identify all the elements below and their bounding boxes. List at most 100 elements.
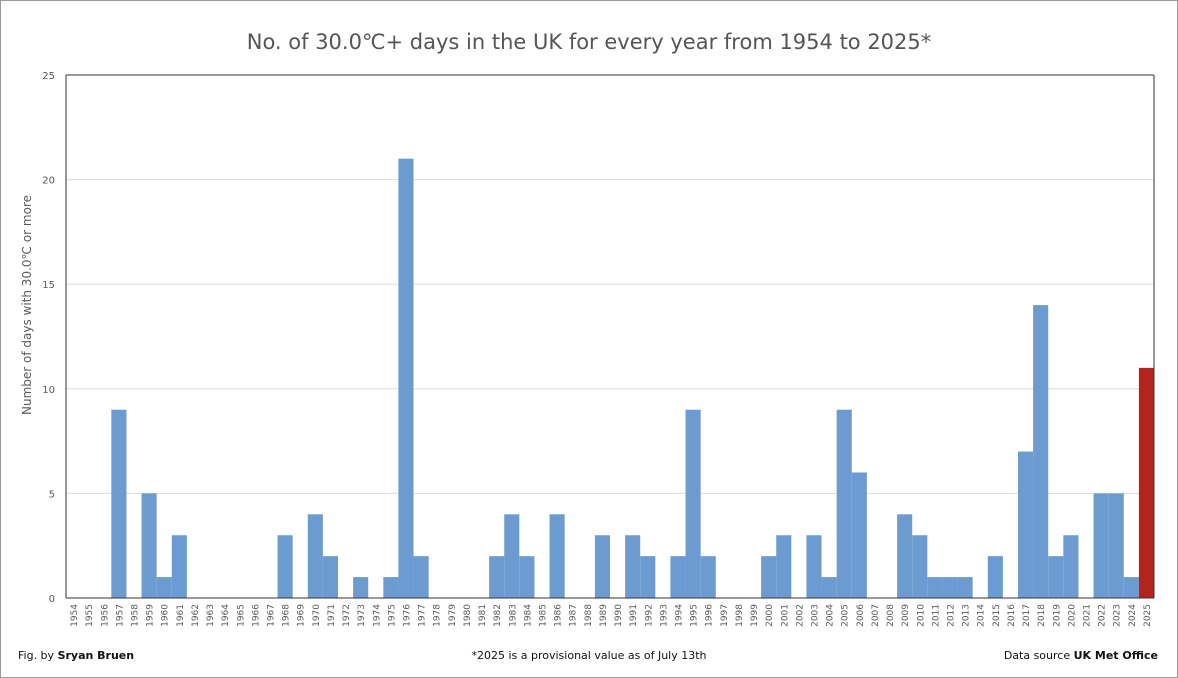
x-tick-label: 1967 bbox=[267, 604, 277, 627]
x-tick-label: 1954 bbox=[70, 604, 80, 627]
x-tick-label: 2021 bbox=[1083, 604, 1093, 627]
x-tick-label: 1958 bbox=[131, 604, 141, 627]
x-tick-label: 2012 bbox=[947, 604, 957, 627]
bar-2011 bbox=[927, 577, 943, 598]
y-axis-label: Number of days with 30.0℃ or more bbox=[20, 195, 34, 415]
x-tick-label: 1959 bbox=[146, 604, 156, 627]
y-tick-label: 5 bbox=[49, 489, 55, 500]
bar-2006 bbox=[851, 472, 867, 598]
x-tick-label: 1969 bbox=[297, 604, 307, 627]
bar-2022 bbox=[1093, 493, 1109, 598]
x-tick-label: 2022 bbox=[1098, 604, 1108, 627]
bar-2025 bbox=[1138, 367, 1154, 598]
bar-1973 bbox=[353, 577, 369, 598]
credit-prefix: Fig. by bbox=[18, 649, 55, 662]
x-tick-label: 2019 bbox=[1052, 604, 1062, 627]
x-tick-label: 1977 bbox=[418, 604, 428, 627]
bar-1971 bbox=[322, 556, 338, 598]
x-tick-label: 1964 bbox=[221, 604, 231, 627]
x-tick-label: 2004 bbox=[826, 604, 836, 627]
source-name: UK Met Office bbox=[1073, 649, 1158, 662]
x-tick-label: 2017 bbox=[1022, 604, 1032, 627]
bar-1995 bbox=[685, 409, 701, 598]
gridlines bbox=[66, 74, 1154, 494]
x-tick-label: 1993 bbox=[659, 604, 669, 627]
x-tick-label: 1966 bbox=[251, 604, 261, 627]
x-tick-label: 2018 bbox=[1037, 604, 1047, 627]
bar-2012 bbox=[942, 577, 958, 598]
x-tick-label: 2003 bbox=[811, 604, 821, 627]
x-tick-label: 2015 bbox=[992, 604, 1002, 627]
bar-1976 bbox=[398, 158, 414, 598]
x-tick-label: 2025 bbox=[1143, 604, 1153, 627]
bar-1960 bbox=[156, 577, 172, 598]
bar-1992 bbox=[640, 556, 656, 598]
x-tick-label: 1989 bbox=[599, 604, 609, 627]
bars bbox=[111, 158, 1154, 598]
bar-2004 bbox=[821, 577, 837, 598]
x-tick-label: 1983 bbox=[508, 604, 518, 627]
bar-2005 bbox=[836, 409, 852, 598]
x-tick-label: 2000 bbox=[765, 604, 775, 627]
bar-1968 bbox=[277, 535, 293, 598]
x-tick-label: 2013 bbox=[962, 604, 972, 627]
bar-2001 bbox=[776, 535, 792, 598]
x-tick-label: 2007 bbox=[871, 604, 881, 627]
x-tick-label: 1968 bbox=[282, 604, 292, 627]
x-tick-label: 1962 bbox=[191, 604, 201, 627]
x-tick-label: 2001 bbox=[780, 604, 790, 627]
bar-2024 bbox=[1123, 577, 1139, 598]
x-tick-label: 2010 bbox=[916, 604, 926, 627]
bar-2020 bbox=[1063, 535, 1079, 598]
x-tick-label: 1996 bbox=[705, 604, 715, 627]
x-tick-label: 1970 bbox=[312, 604, 322, 627]
x-tick-label: 2002 bbox=[795, 604, 805, 627]
x-tick-label: 2024 bbox=[1128, 604, 1138, 627]
bar-1994 bbox=[670, 556, 686, 598]
x-tick-label: 2009 bbox=[901, 604, 911, 627]
x-tick-label: 2023 bbox=[1113, 604, 1123, 627]
figure-credit: Fig. by Sryan Bruen bbox=[18, 649, 134, 662]
x-tick-label: 1990 bbox=[614, 604, 624, 627]
x-tick-label: 1997 bbox=[720, 604, 730, 627]
x-tick-label: 1984 bbox=[523, 604, 533, 627]
x-tick-label: 1999 bbox=[750, 604, 760, 627]
x-tick-label: 2008 bbox=[886, 604, 896, 627]
bar-1991 bbox=[625, 535, 641, 598]
provisional-note: *2025 is a provisional value as of July … bbox=[471, 649, 707, 662]
x-tick-label: 1960 bbox=[161, 604, 171, 627]
bar-1984 bbox=[519, 556, 535, 598]
bar-1983 bbox=[504, 514, 520, 598]
x-tick-label: 1976 bbox=[403, 604, 413, 627]
x-tick-label: 1979 bbox=[448, 604, 458, 627]
x-tick-label: 1963 bbox=[206, 604, 216, 627]
chart-title: No. of 30.0℃+ days in the UK for every y… bbox=[246, 30, 932, 54]
x-tick-label: 1988 bbox=[584, 604, 594, 627]
x-tick-label: 1956 bbox=[100, 604, 110, 627]
x-tick-label: 1998 bbox=[735, 604, 745, 627]
x-tick-label: 1961 bbox=[176, 604, 186, 627]
y-tick-label: 15 bbox=[42, 280, 55, 291]
x-tick-label: 1994 bbox=[675, 604, 685, 627]
x-tick-label: 1975 bbox=[387, 604, 397, 627]
bar-2003 bbox=[806, 535, 822, 598]
y-tick-label: 0 bbox=[49, 594, 55, 605]
bar-1989 bbox=[594, 535, 610, 598]
y-tick-labels: 0 5 10 15 20 25 bbox=[42, 71, 55, 605]
x-tick-label: 1957 bbox=[115, 604, 125, 627]
bar-2018 bbox=[1033, 305, 1049, 598]
x-tick-label: 1955 bbox=[85, 604, 95, 627]
bar-1957 bbox=[111, 409, 127, 598]
bar-2013 bbox=[957, 577, 973, 598]
x-tick-labels: 1954 1955 1956 1957 1958 1959 1960 1961 1962 1963… bbox=[70, 604, 1153, 627]
x-tick-label: 1978 bbox=[433, 604, 443, 627]
x-tick-label: 1992 bbox=[644, 604, 654, 627]
x-tick-label: 2006 bbox=[856, 604, 866, 627]
x-tick-label: 1981 bbox=[478, 604, 488, 627]
bar-1982 bbox=[489, 556, 505, 598]
bar-2019 bbox=[1048, 556, 1064, 598]
bar-1996 bbox=[700, 556, 716, 598]
y-tick-label: 10 bbox=[42, 385, 55, 396]
